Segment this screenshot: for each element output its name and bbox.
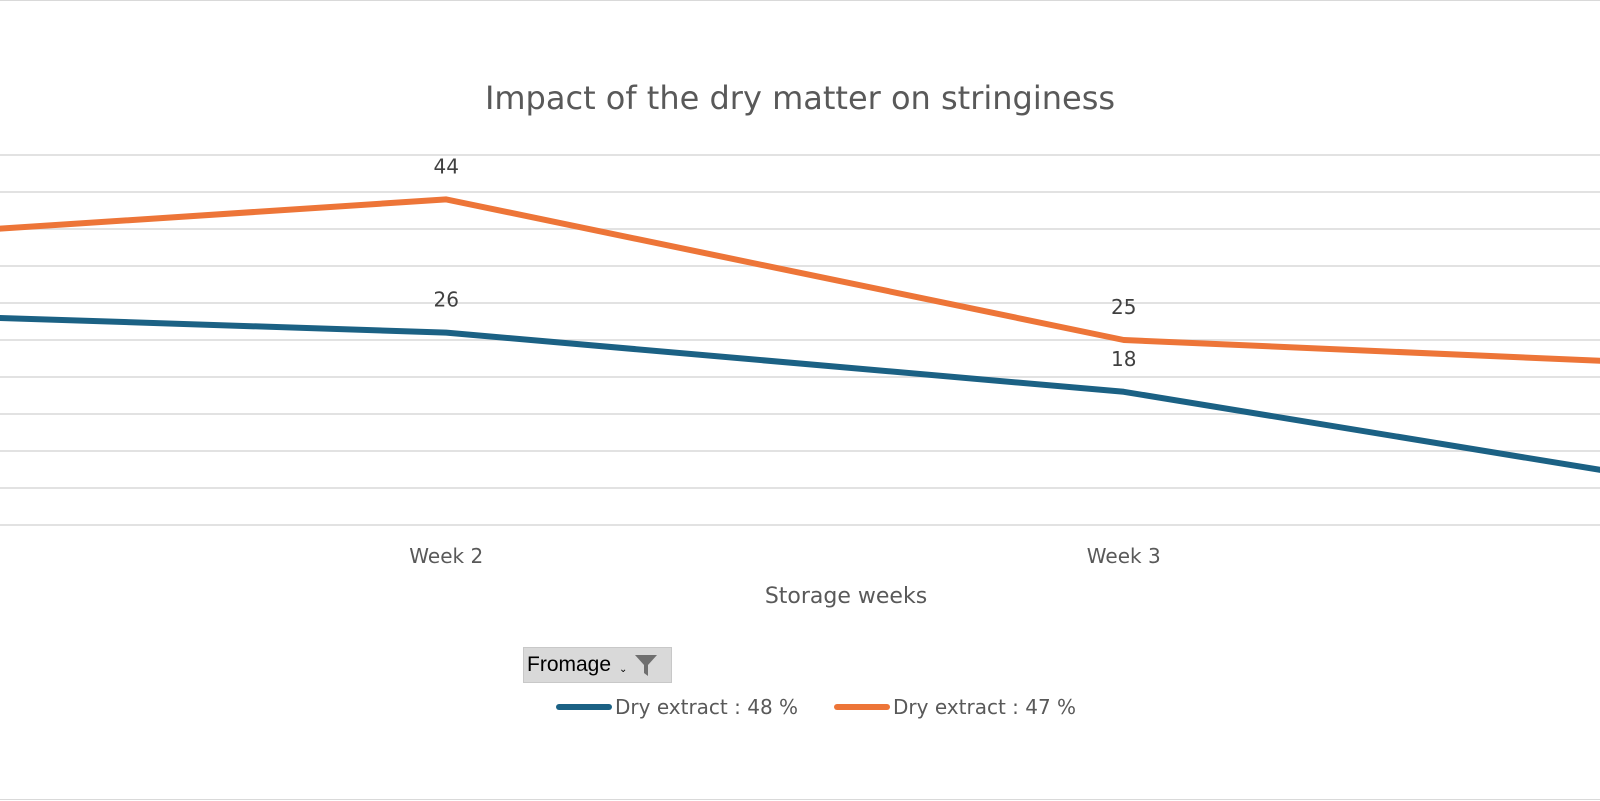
legend-item[interactable]: Dry extract : 47 % (834, 695, 1076, 719)
filter-field-label: Fromage (527, 653, 612, 676)
x-tick-label: Week 3 (1087, 544, 1161, 568)
dropdown-arrow-icon: ⌄ (619, 663, 628, 675)
legend-label: Dry extract : 48 % (615, 695, 799, 719)
x-axis-title: Storage weeks (765, 584, 927, 609)
legend-swatch (556, 704, 612, 710)
series-line-2 (0, 196, 1600, 364)
chart-title: Impact of the dry matter on stringiness (485, 79, 1115, 117)
data-label: 26 (434, 288, 459, 312)
data-label: 25 (1111, 295, 1136, 319)
x-tick-label: Week 2 (409, 544, 483, 568)
series-line-1 (0, 314, 1600, 473)
data-labels: 292618384425 (434, 154, 1137, 371)
data-label: 44 (434, 154, 459, 178)
legend-label: Dry extract : 47 % (893, 695, 1077, 719)
legend: Dry extract : 48 % Dry extract : 47 % (556, 691, 1112, 723)
gridlines (0, 154, 1600, 526)
filter-icon (633, 652, 659, 678)
series-lines (0, 196, 1600, 473)
fromage-filter-button[interactable]: Fromage ⌄ (523, 647, 672, 683)
legend-swatch (834, 704, 891, 710)
legend-item[interactable]: Dry extract : 48 % (556, 695, 798, 719)
data-label: 18 (1111, 347, 1136, 371)
